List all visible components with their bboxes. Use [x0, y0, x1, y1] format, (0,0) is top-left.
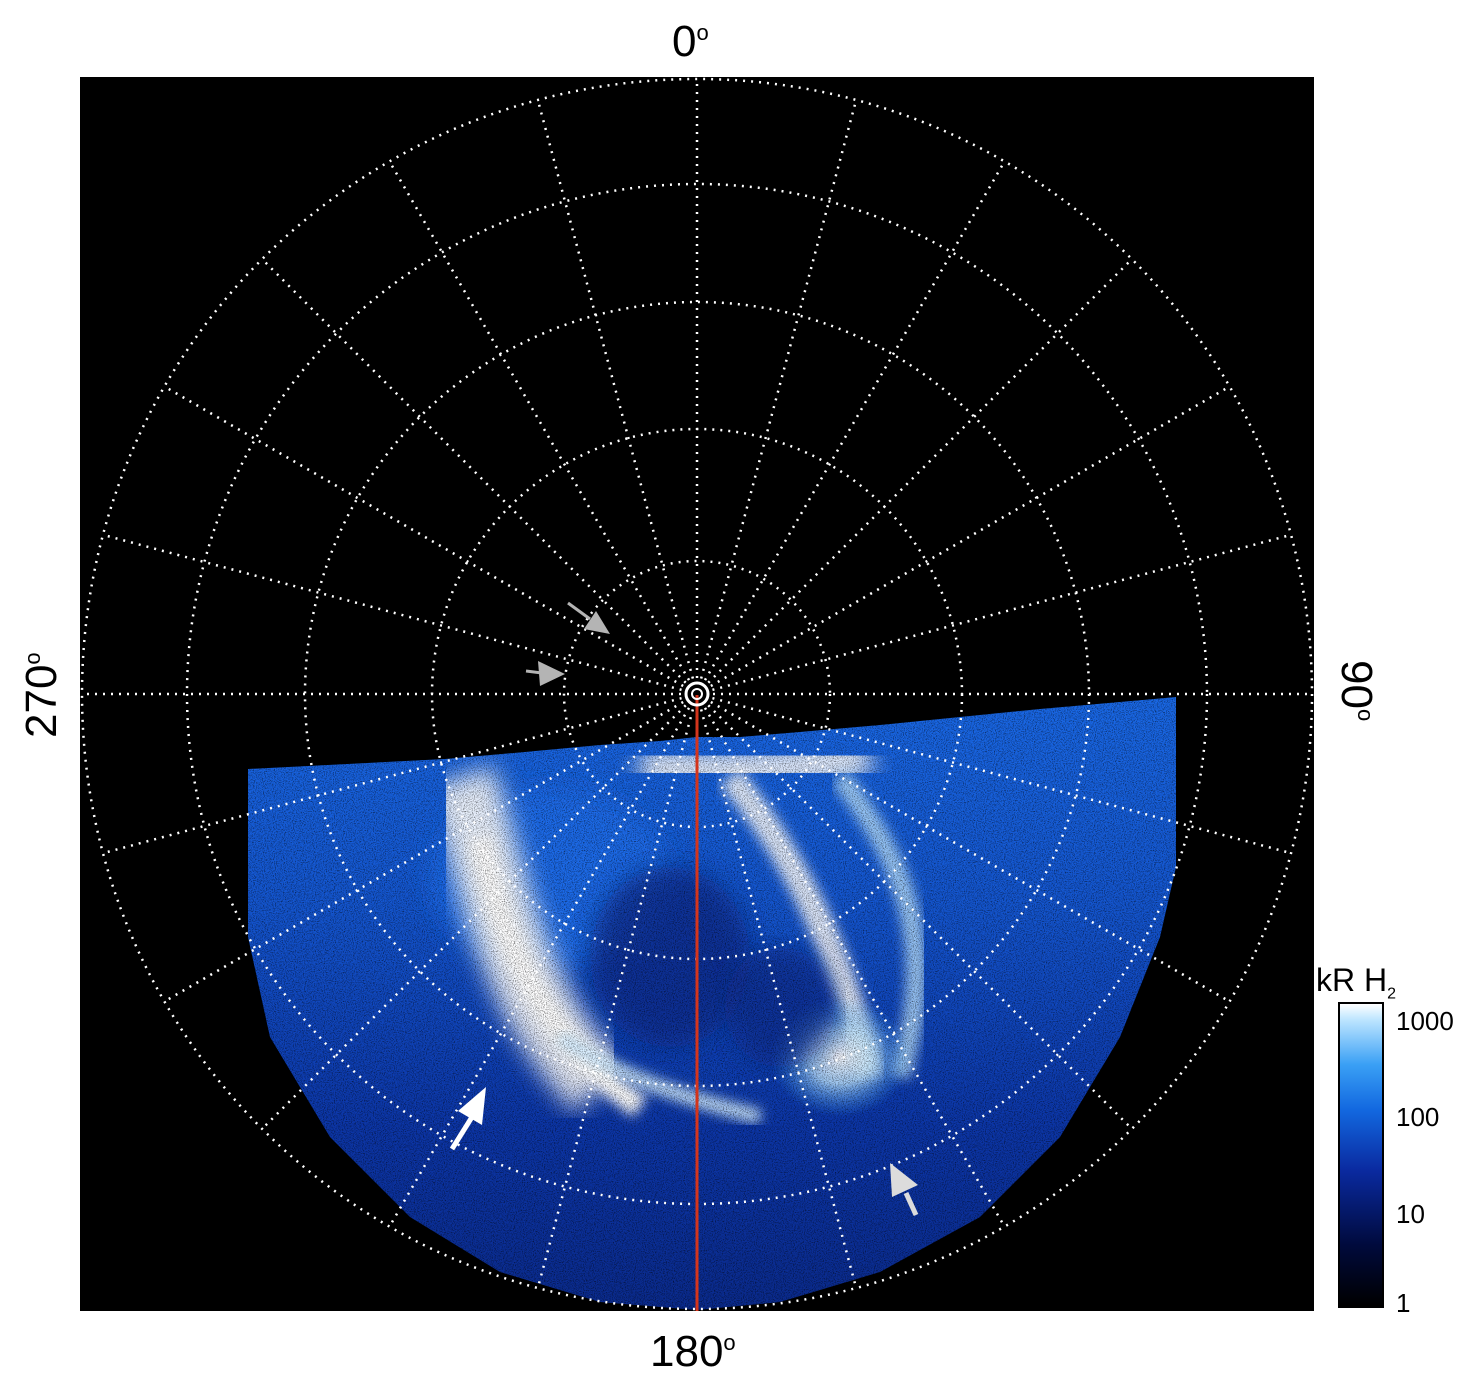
colorbar: [1338, 1002, 1384, 1308]
colorbar-tick-1000: 1000: [1396, 1006, 1454, 1036]
longitude-label-0: 0o: [672, 17, 709, 66]
pole-marker-outer: [684, 681, 710, 707]
colorbar-tick-10: 10: [1396, 1199, 1425, 1229]
gray-arrow-upper: [567, 601, 610, 634]
pole-marker-inner: [691, 688, 703, 700]
latitude-circle: [80, 77, 1314, 1311]
white-arrow-left: [449, 1087, 486, 1151]
gray-arrow-lower: [525, 661, 565, 686]
colorbar-tick-100: 100: [1396, 1102, 1440, 1132]
polar-aurora-image: [80, 77, 1314, 1311]
longitude-label-90: 90o: [1332, 660, 1381, 722]
gray-arrow-right: [890, 1163, 919, 1217]
colorbar-title: kR H2: [1316, 962, 1397, 1003]
colorbar-tick-1: 1: [1396, 1288, 1411, 1318]
longitude-label-180: 180o: [650, 1327, 736, 1376]
longitude-label-270: 270o: [17, 652, 66, 738]
